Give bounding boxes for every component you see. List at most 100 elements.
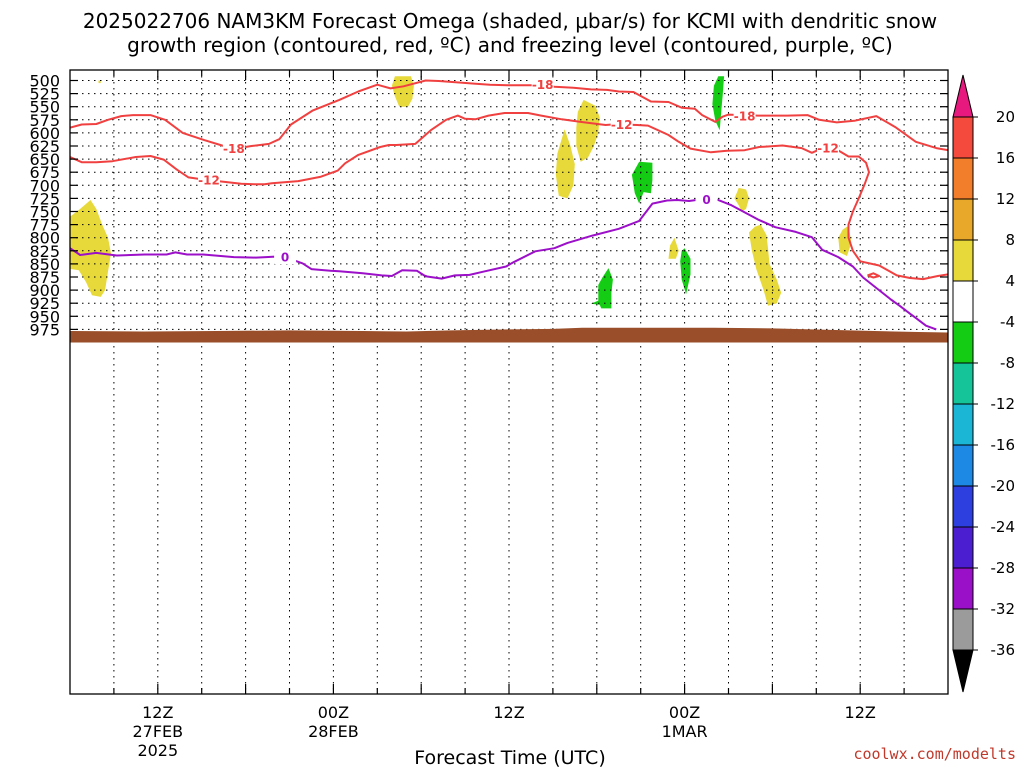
- contour-label-bg: [274, 250, 297, 265]
- colorbar-label: -8: [1000, 354, 1015, 372]
- colorbar: 20 16 12 8 4 -4 -8 -12 -16 -20 -24 -28 -32 -36: [952, 74, 1016, 693]
- x-tick-label: 27FEB: [132, 722, 183, 741]
- omega-region-5: [734, 187, 749, 212]
- colorbar-bottom-arrow: [952, 649, 974, 693]
- x-tick-label: 12Z: [142, 703, 173, 722]
- colorbar-label: 16: [996, 149, 1015, 167]
- contour-label-bg: [817, 141, 840, 156]
- omega-region-2: [391, 76, 414, 107]
- contour-label-bg: [610, 117, 633, 132]
- colorbar-band: [952, 403, 974, 446]
- colorbar-label: 8: [1005, 231, 1015, 249]
- omega-region-9: [712, 76, 725, 131]
- colorbar-label: -36: [991, 641, 1016, 659]
- colorbar-band: [952, 280, 974, 323]
- omega-region-10: [631, 161, 653, 204]
- colorbar-top-arrow: [952, 74, 974, 118]
- y-tick-label: 725: [29, 189, 60, 208]
- contour-freezing-level-0-0: [70, 198, 937, 331]
- contour-label: -18: [223, 142, 245, 156]
- colorbar-band: [952, 157, 974, 200]
- omega-region-3: [576, 99, 600, 162]
- omega-region-8: [668, 237, 679, 259]
- contour-dgz-isotherm-m12-0: [70, 112, 948, 281]
- omega-region-6: [749, 224, 782, 306]
- contour-label-bg: [733, 109, 756, 124]
- contour-label-bg: [531, 77, 554, 92]
- y-tick-label: 925: [29, 294, 60, 313]
- contour-labels: -18 -18 -18 -12 -12 -12 0 0: [198, 77, 840, 265]
- y-tick-label: 825: [29, 242, 60, 261]
- chart-title-line1: 2025022706 NAM3KM Forecast Omega (shaded…: [83, 9, 937, 33]
- credit-text: coolwx.com/modelts: [853, 745, 1016, 763]
- contour-label-bg: [222, 141, 245, 156]
- colorbar-band: [952, 567, 974, 610]
- colorbar-label: -20: [991, 477, 1016, 495]
- contour-label: -12: [817, 142, 839, 156]
- y-tick-label: 800: [29, 229, 60, 248]
- colorbar-label: -4: [1000, 313, 1015, 331]
- omega-region-1: [70, 200, 111, 297]
- omega-region-12: [590, 268, 613, 309]
- terrain: [70, 327, 948, 343]
- y-tick-label: 525: [29, 85, 60, 104]
- x-tick-label: 00Z: [669, 703, 700, 722]
- colorbar-band: [952, 321, 974, 364]
- colorbar-band: [952, 485, 974, 528]
- contour-label: -18: [734, 110, 756, 124]
- contour-dgz-isotherm-m12-1: [867, 272, 881, 279]
- colorbar-band: [952, 444, 974, 487]
- x-tick-label: 00Z: [318, 703, 349, 722]
- y-tick-label: 950: [29, 307, 60, 326]
- y-tick-label: 575: [29, 111, 60, 130]
- colorbar-band: [952, 608, 974, 651]
- contour-label: -18: [532, 78, 554, 92]
- contour-dgz-isotherm-m18-0: [70, 79, 948, 152]
- x-tick-label: 2025: [137, 741, 178, 760]
- colorbar-label: -12: [991, 395, 1016, 413]
- y-tick-label: 675: [29, 163, 60, 182]
- colorbar-band: [952, 239, 974, 282]
- y-tick-label: 700: [29, 176, 60, 195]
- plot-area: [70, 70, 948, 694]
- contour-label-bg: [695, 192, 718, 207]
- colorbar-band: [952, 198, 974, 241]
- contour-label: 0: [281, 251, 289, 265]
- omega-region-0: [98, 80, 101, 84]
- chart-title-line2: growth region (contoured, red, ºC) and f…: [127, 33, 893, 57]
- y-tick-label: 850: [29, 255, 60, 274]
- x-tick-label: 28FEB: [308, 722, 359, 741]
- contour-label: 0: [702, 193, 710, 207]
- omega-shading: [70, 76, 852, 309]
- x-tick-label: 12Z: [493, 703, 524, 722]
- omega-region-4: [555, 129, 575, 199]
- colorbar-band: [952, 526, 974, 569]
- omega-region-11: [680, 248, 691, 295]
- y-tick-label: 650: [29, 150, 60, 169]
- x-tick-label: 1MAR: [662, 722, 708, 741]
- grid-lines: [70, 70, 948, 694]
- contour-label-bg: [198, 173, 221, 188]
- terrain-fill: [70, 327, 948, 343]
- colorbar-label: -32: [991, 600, 1016, 618]
- colorbar-label: 20: [996, 108, 1015, 126]
- x-axis-title: Forecast Time (UTC): [414, 747, 605, 768]
- contours: [70, 79, 948, 331]
- y-tick-label: 550: [29, 98, 60, 117]
- colorbar-label: -28: [991, 559, 1016, 577]
- y-tick-label: 600: [29, 124, 60, 143]
- colorbar-band: [952, 116, 974, 159]
- y-tick-label: 875: [29, 268, 60, 287]
- colorbar-label: -24: [991, 518, 1016, 536]
- y-axis: 5005255505756006256506757007257507758008…: [29, 72, 948, 339]
- y-tick-label: 775: [29, 216, 60, 235]
- y-tick-label: 900: [29, 281, 60, 300]
- contour-label: -12: [611, 118, 633, 132]
- y-tick-label: 625: [29, 137, 60, 156]
- colorbar-label: -16: [991, 436, 1016, 454]
- y-tick-label: 500: [29, 72, 60, 91]
- y-tick-label: 975: [29, 320, 60, 339]
- x-tick-label: 12Z: [845, 703, 876, 722]
